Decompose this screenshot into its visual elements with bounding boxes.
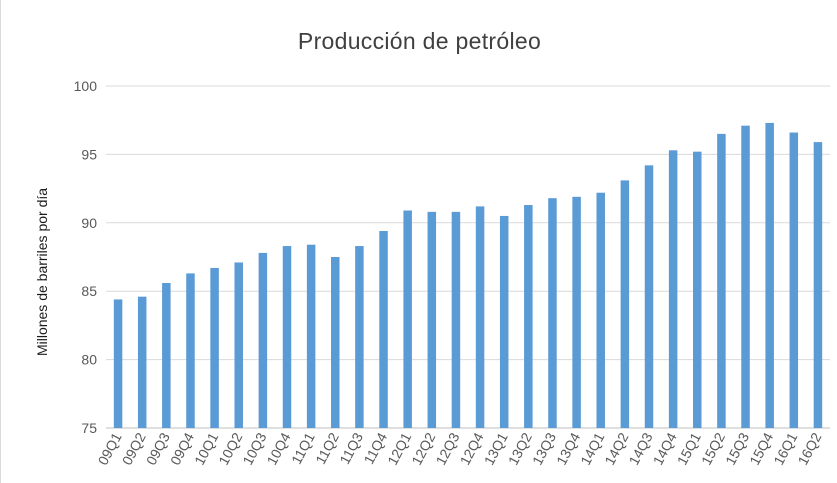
bar	[596, 192, 605, 428]
x-tick-label: 16Q2	[794, 430, 824, 468]
y-tick-label: 75	[81, 420, 97, 436]
bar	[524, 205, 533, 428]
x-tick-label: 10Q4	[263, 430, 293, 468]
bar	[620, 180, 630, 428]
bar	[355, 246, 364, 428]
chart-title: Producción de petróleo	[297, 28, 542, 54]
bar	[741, 125, 750, 428]
bar	[162, 282, 171, 428]
y-ticks: 75 80 85 90 95 100	[74, 78, 98, 436]
bar	[403, 210, 412, 428]
bar	[693, 151, 702, 428]
y-tick-label: 80	[81, 352, 97, 368]
bars	[113, 122, 823, 428]
y-tick-label: 95	[81, 146, 97, 162]
bar	[210, 267, 219, 428]
bar	[548, 198, 557, 428]
bar	[379, 231, 388, 428]
bar	[113, 299, 123, 428]
bar	[813, 142, 823, 428]
bar	[427, 211, 437, 428]
bar	[282, 246, 292, 428]
bar	[572, 196, 581, 428]
y-tick-label: 85	[81, 283, 97, 299]
bar	[789, 132, 799, 428]
bar	[717, 133, 726, 428]
bar	[186, 273, 195, 428]
bar	[137, 296, 147, 428]
bar	[258, 252, 268, 428]
bar	[668, 150, 678, 428]
x-ticks: 09Q109Q209Q309Q410Q110Q210Q310Q411Q111Q2…	[95, 430, 825, 468]
bar	[765, 122, 774, 428]
bar	[451, 211, 461, 428]
y-tick-label: 100	[74, 78, 98, 94]
x-tick-label: 11Q1	[288, 430, 318, 467]
bar	[306, 244, 316, 428]
y-tick-label: 90	[81, 215, 97, 231]
bar	[499, 215, 509, 428]
x-tick-label: 11Q2	[312, 430, 342, 467]
gridlines	[106, 85, 830, 429]
bar	[331, 257, 340, 428]
bar	[644, 165, 654, 428]
x-tick-label: 11Q3	[336, 430, 366, 467]
bar	[234, 262, 243, 428]
bar	[475, 206, 485, 428]
